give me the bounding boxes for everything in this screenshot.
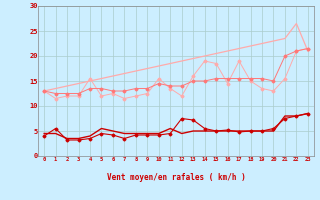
X-axis label: Vent moyen/en rafales ( km/h ): Vent moyen/en rafales ( km/h ) — [107, 173, 245, 182]
